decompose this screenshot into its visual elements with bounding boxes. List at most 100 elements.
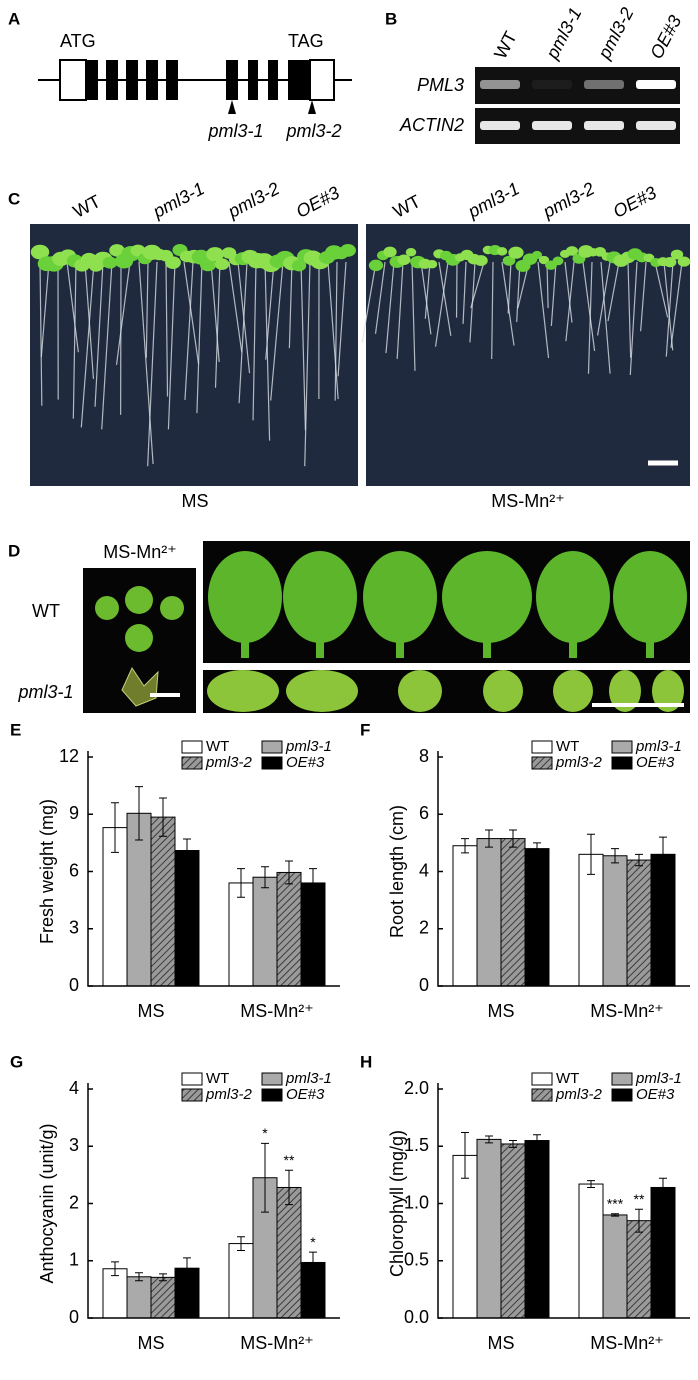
- panel-label: E: [10, 720, 21, 739]
- bar: [602, 855, 628, 987]
- x-tick-label: MS: [138, 1333, 165, 1353]
- cotyledon: [397, 254, 411, 266]
- error-bar: [611, 848, 619, 864]
- root: [270, 261, 284, 401]
- gel-band: [532, 80, 572, 89]
- legend-label: pml3-1: [635, 1070, 682, 1087]
- error-bar: [533, 1134, 541, 1147]
- bar: [228, 1243, 254, 1319]
- leaf: [553, 670, 593, 712]
- root: [327, 261, 339, 400]
- root: [438, 261, 452, 336]
- exon: [268, 60, 278, 100]
- seedling-leaf: [95, 596, 119, 620]
- exon: [106, 60, 118, 100]
- petiole: [483, 636, 491, 658]
- cotyledon: [531, 250, 543, 260]
- y-tick-label: 6: [419, 803, 429, 823]
- gene-model: [38, 59, 352, 114]
- leaf: [363, 551, 437, 643]
- utr: [59, 59, 87, 101]
- root: [228, 261, 243, 353]
- exon: [248, 60, 258, 100]
- x-tick-label: MS-Mn²⁺: [240, 1001, 314, 1021]
- cotyledon: [102, 256, 118, 269]
- bar: [228, 882, 254, 987]
- exon: [146, 60, 158, 100]
- condition-label: MS-Mn²⁺: [103, 542, 177, 562]
- cotyledon: [368, 259, 384, 272]
- leaf: [286, 670, 358, 712]
- y-tick-label: 8: [419, 746, 429, 766]
- root: [507, 261, 512, 314]
- line-label: pml3-1: [149, 178, 208, 222]
- bar: [252, 876, 278, 987]
- error-bar: [611, 1213, 619, 1217]
- root: [564, 261, 573, 323]
- legend-swatch: [261, 756, 283, 770]
- exon: [126, 60, 138, 100]
- legend-swatch: [531, 1088, 553, 1102]
- root: [147, 261, 158, 467]
- y-tick-label: 0: [69, 975, 79, 995]
- leaf: [483, 670, 523, 712]
- root: [411, 261, 416, 371]
- lane-label: OE#3: [646, 12, 685, 62]
- cotyledon: [383, 246, 397, 258]
- y-tick-label: 2.0: [404, 1078, 429, 1098]
- leaf: [283, 551, 357, 643]
- legend-label: OE#3: [636, 754, 675, 771]
- leaf: [208, 551, 282, 643]
- legend-label: pml3-1: [285, 738, 332, 755]
- bar: [150, 1276, 176, 1319]
- y-axis-label: Root length (cm): [387, 805, 407, 938]
- petiole: [396, 636, 404, 658]
- bar: [524, 1140, 550, 1319]
- y-axis-label: Chlorophyll (mg/g): [387, 1130, 407, 1277]
- y-tick-label: 3: [69, 918, 79, 938]
- error-bar: [309, 868, 317, 898]
- root: [264, 261, 271, 441]
- cotyledon: [670, 249, 684, 260]
- y-tick-label: 0: [419, 975, 429, 995]
- bar: [452, 1154, 478, 1319]
- y-axis-label: Anthocyanin (unit/g): [37, 1123, 57, 1283]
- root: [600, 261, 611, 374]
- bar: [578, 1183, 604, 1319]
- bar: [578, 853, 604, 987]
- cotyledon: [677, 256, 691, 267]
- bar: [276, 1186, 302, 1319]
- x-tick-label: MS: [138, 1001, 165, 1021]
- significance-label: *: [310, 1234, 316, 1250]
- y-tick-label: 2: [419, 918, 429, 938]
- panel-label: C: [8, 189, 20, 208]
- petiole: [316, 636, 324, 658]
- panel-label: A: [8, 9, 20, 28]
- root: [184, 261, 194, 400]
- cotyledon: [199, 258, 217, 272]
- cotyledon: [109, 244, 125, 257]
- error-bar: [533, 842, 541, 855]
- gel-band: [480, 80, 520, 89]
- error-bar: [183, 838, 191, 863]
- y-tick-label: 0.5: [404, 1250, 429, 1270]
- bar: [174, 850, 200, 987]
- legend-label: OE#3: [636, 1086, 675, 1103]
- gel-band: [636, 80, 676, 89]
- line-label: OE#3: [610, 182, 660, 221]
- lane-label: pml3-2: [594, 4, 638, 63]
- cotyledon: [206, 247, 224, 262]
- petiole: [646, 636, 654, 658]
- legend-label: WT: [556, 738, 579, 755]
- gel-band: [636, 121, 676, 130]
- leaf: [613, 551, 687, 643]
- gene-label: PML3: [417, 75, 464, 95]
- error-bar: [159, 797, 167, 837]
- line-label: pml3-2: [224, 178, 283, 222]
- root: [396, 261, 404, 359]
- error-bar: [461, 838, 469, 854]
- root: [537, 261, 550, 359]
- root: [196, 261, 203, 414]
- seedling-leaf: [125, 586, 153, 614]
- condition-label: MS-Mn²⁺: [491, 491, 565, 511]
